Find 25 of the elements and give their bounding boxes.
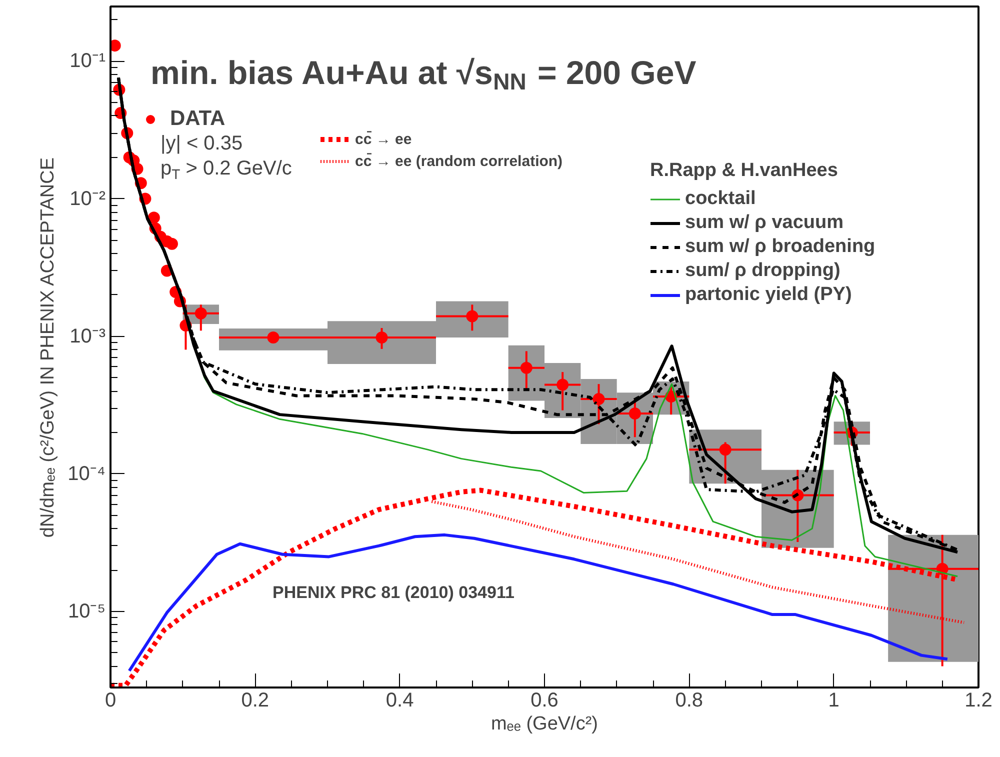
legend-label: DATA (170, 107, 226, 131)
y-tick-label: 10⁻³ (70, 325, 106, 348)
legend-label: sum w/ ρ vacuum (685, 212, 844, 234)
y-tick-label: 10⁻¹ (70, 50, 106, 72)
y-tick-label: 10⁻² (70, 188, 106, 210)
legend-title: R.Rapp & H.vanHees (650, 160, 839, 182)
x-tick-label: 0.2 (241, 690, 270, 712)
x-tick-label: 0.4 (386, 690, 414, 712)
legend-label: sum w/ ρ broadening (685, 236, 876, 258)
x-tick-label: 0 (104, 690, 116, 712)
legend-label: sum/ ρ dropping) (685, 260, 840, 282)
x-axis-title: mₑₑ (GeV/c²) (491, 714, 598, 734)
legend-label: partonic yield (PY) (685, 284, 852, 306)
annotation: PHENIX PRC 81 (2010) 034911 (272, 583, 514, 602)
annotation: |y| < 0.35 (160, 132, 243, 154)
legend-label: cocktail (685, 188, 756, 210)
x-tick-label: 0.6 (530, 690, 558, 712)
x-tick-label: 0.8 (675, 690, 704, 712)
legend-label: cc̄ → ee (random correlation) (355, 152, 563, 171)
y-tick-label: 10⁻⁵ (68, 600, 106, 622)
y-tick-label: 10⁻⁴ (68, 462, 106, 485)
y-axis-title: dN/dmₑₑ (c²/GeV) IN PHENIX ACCEPTANCE (38, 157, 59, 538)
legend-label: cc̄ → ee (355, 130, 412, 149)
x-tick-label: 1 (828, 690, 840, 712)
x-tick-label: 1.2 (964, 690, 992, 712)
